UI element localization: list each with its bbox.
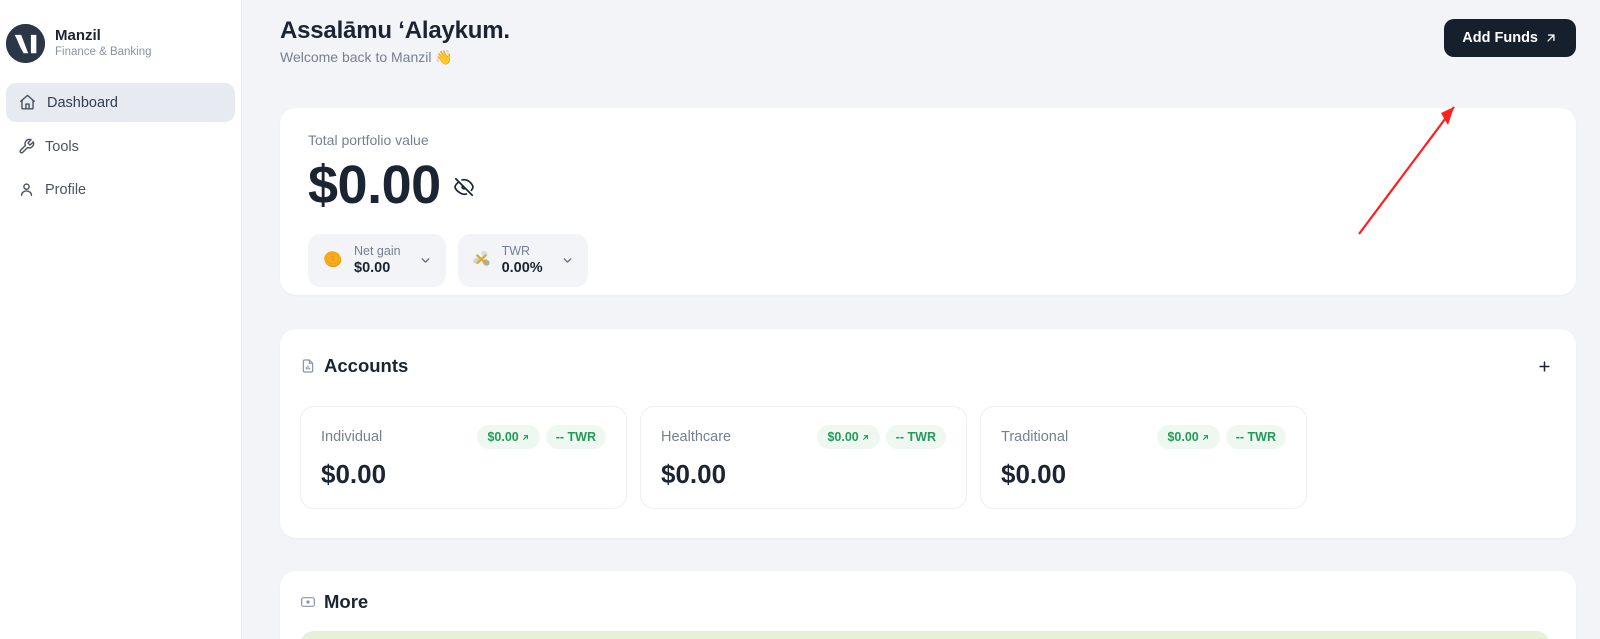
svg-text:$: $ (330, 254, 334, 262)
